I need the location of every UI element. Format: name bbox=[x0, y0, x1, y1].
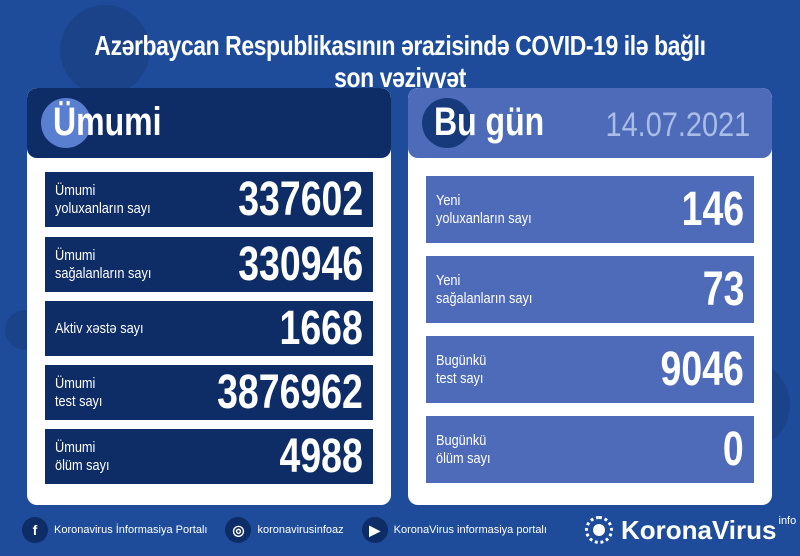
stat-label: Ümumi ölüm sayı bbox=[55, 438, 110, 474]
stat-value: 146 bbox=[681, 183, 744, 236]
facebook-link[interactable]: f Koronavirus İnformasiya Portalı bbox=[22, 517, 207, 543]
stat-label: Bugünkü test sayı bbox=[436, 351, 487, 387]
stat-value: 330946 bbox=[238, 238, 363, 291]
stat-label: Aktiv xəstə sayı bbox=[55, 319, 144, 337]
sun-icon bbox=[584, 516, 613, 544]
page-title: Azərbaycan Respublikasının ərazisində CO… bbox=[94, 30, 706, 93]
stat-row: Ümumi yoluxanların sayı 337602 bbox=[45, 172, 373, 227]
stat-row: Ümumi sağalanların sayı 330946 bbox=[45, 237, 373, 292]
facebook-icon: f bbox=[22, 517, 48, 543]
stat-label: Bugünkü ölüm sayı bbox=[436, 431, 491, 467]
virus-icon bbox=[422, 98, 472, 148]
stat-label: Yeni sağalanların sayı bbox=[436, 271, 533, 307]
stat-row: Yeni sağalanların sayı 73 bbox=[426, 256, 754, 323]
stat-row: Bugünkü test sayı 9046 bbox=[426, 336, 754, 403]
stat-value: 9046 bbox=[660, 343, 744, 396]
stat-label: Ümumi yoluxanların sayı bbox=[55, 181, 151, 217]
stat-row: Yeni yoluxanların sayı 146 bbox=[426, 176, 754, 243]
youtube-icon: ▶ bbox=[361, 517, 388, 543]
stat-value: 0 bbox=[723, 423, 744, 476]
date: 14.07.2021 bbox=[605, 106, 750, 144]
stat-value: 3876962 bbox=[217, 366, 363, 419]
stat-row: Aktiv xəstə sayı 1668 bbox=[45, 301, 373, 356]
today-heading: Bu gün bbox=[434, 100, 545, 144]
koronavirus-logo: KoronaVirus info bbox=[584, 515, 796, 546]
virus-icon bbox=[41, 98, 91, 148]
footer: f Koronavirus İnformasiya Portalı ◎ korona… bbox=[0, 510, 800, 550]
total-heading: Ümumi bbox=[53, 100, 162, 144]
stat-label: Ümumi test sayı bbox=[55, 374, 103, 410]
stat-value: 73 bbox=[702, 263, 744, 316]
youtube-link[interactable]: ▶ KoronaVirus informasiya portalı bbox=[361, 517, 547, 543]
stat-row: Ümumi ölüm sayı 4988 bbox=[45, 429, 373, 484]
today-panel: Bu gün 14.07.2021 Yeni yoluxanların sayı 1… bbox=[408, 88, 772, 505]
stat-value: 337602 bbox=[238, 173, 363, 226]
instagram-link[interactable]: ◎ koronavirusinfoaz bbox=[225, 517, 344, 543]
instagram-icon: ◎ bbox=[225, 517, 252, 543]
today-header: Bu gün 14.07.2021 bbox=[408, 88, 772, 158]
virus-decoration bbox=[60, 5, 150, 95]
total-header: Ümumi bbox=[27, 88, 391, 158]
stat-label: Yeni yoluxanların sayı bbox=[436, 191, 532, 227]
stat-row: Bugünkü ölüm sayı 0 bbox=[426, 416, 754, 483]
stat-row: Ümumi test sayı 3876962 bbox=[45, 365, 373, 420]
total-panel: Ümumi Ümumi yoluxanların sayı 337602 Ümumi s… bbox=[27, 88, 391, 505]
stat-value: 4988 bbox=[279, 430, 363, 483]
stat-label: Ümumi sağalanların sayı bbox=[55, 246, 152, 282]
stat-value: 1668 bbox=[279, 302, 363, 355]
